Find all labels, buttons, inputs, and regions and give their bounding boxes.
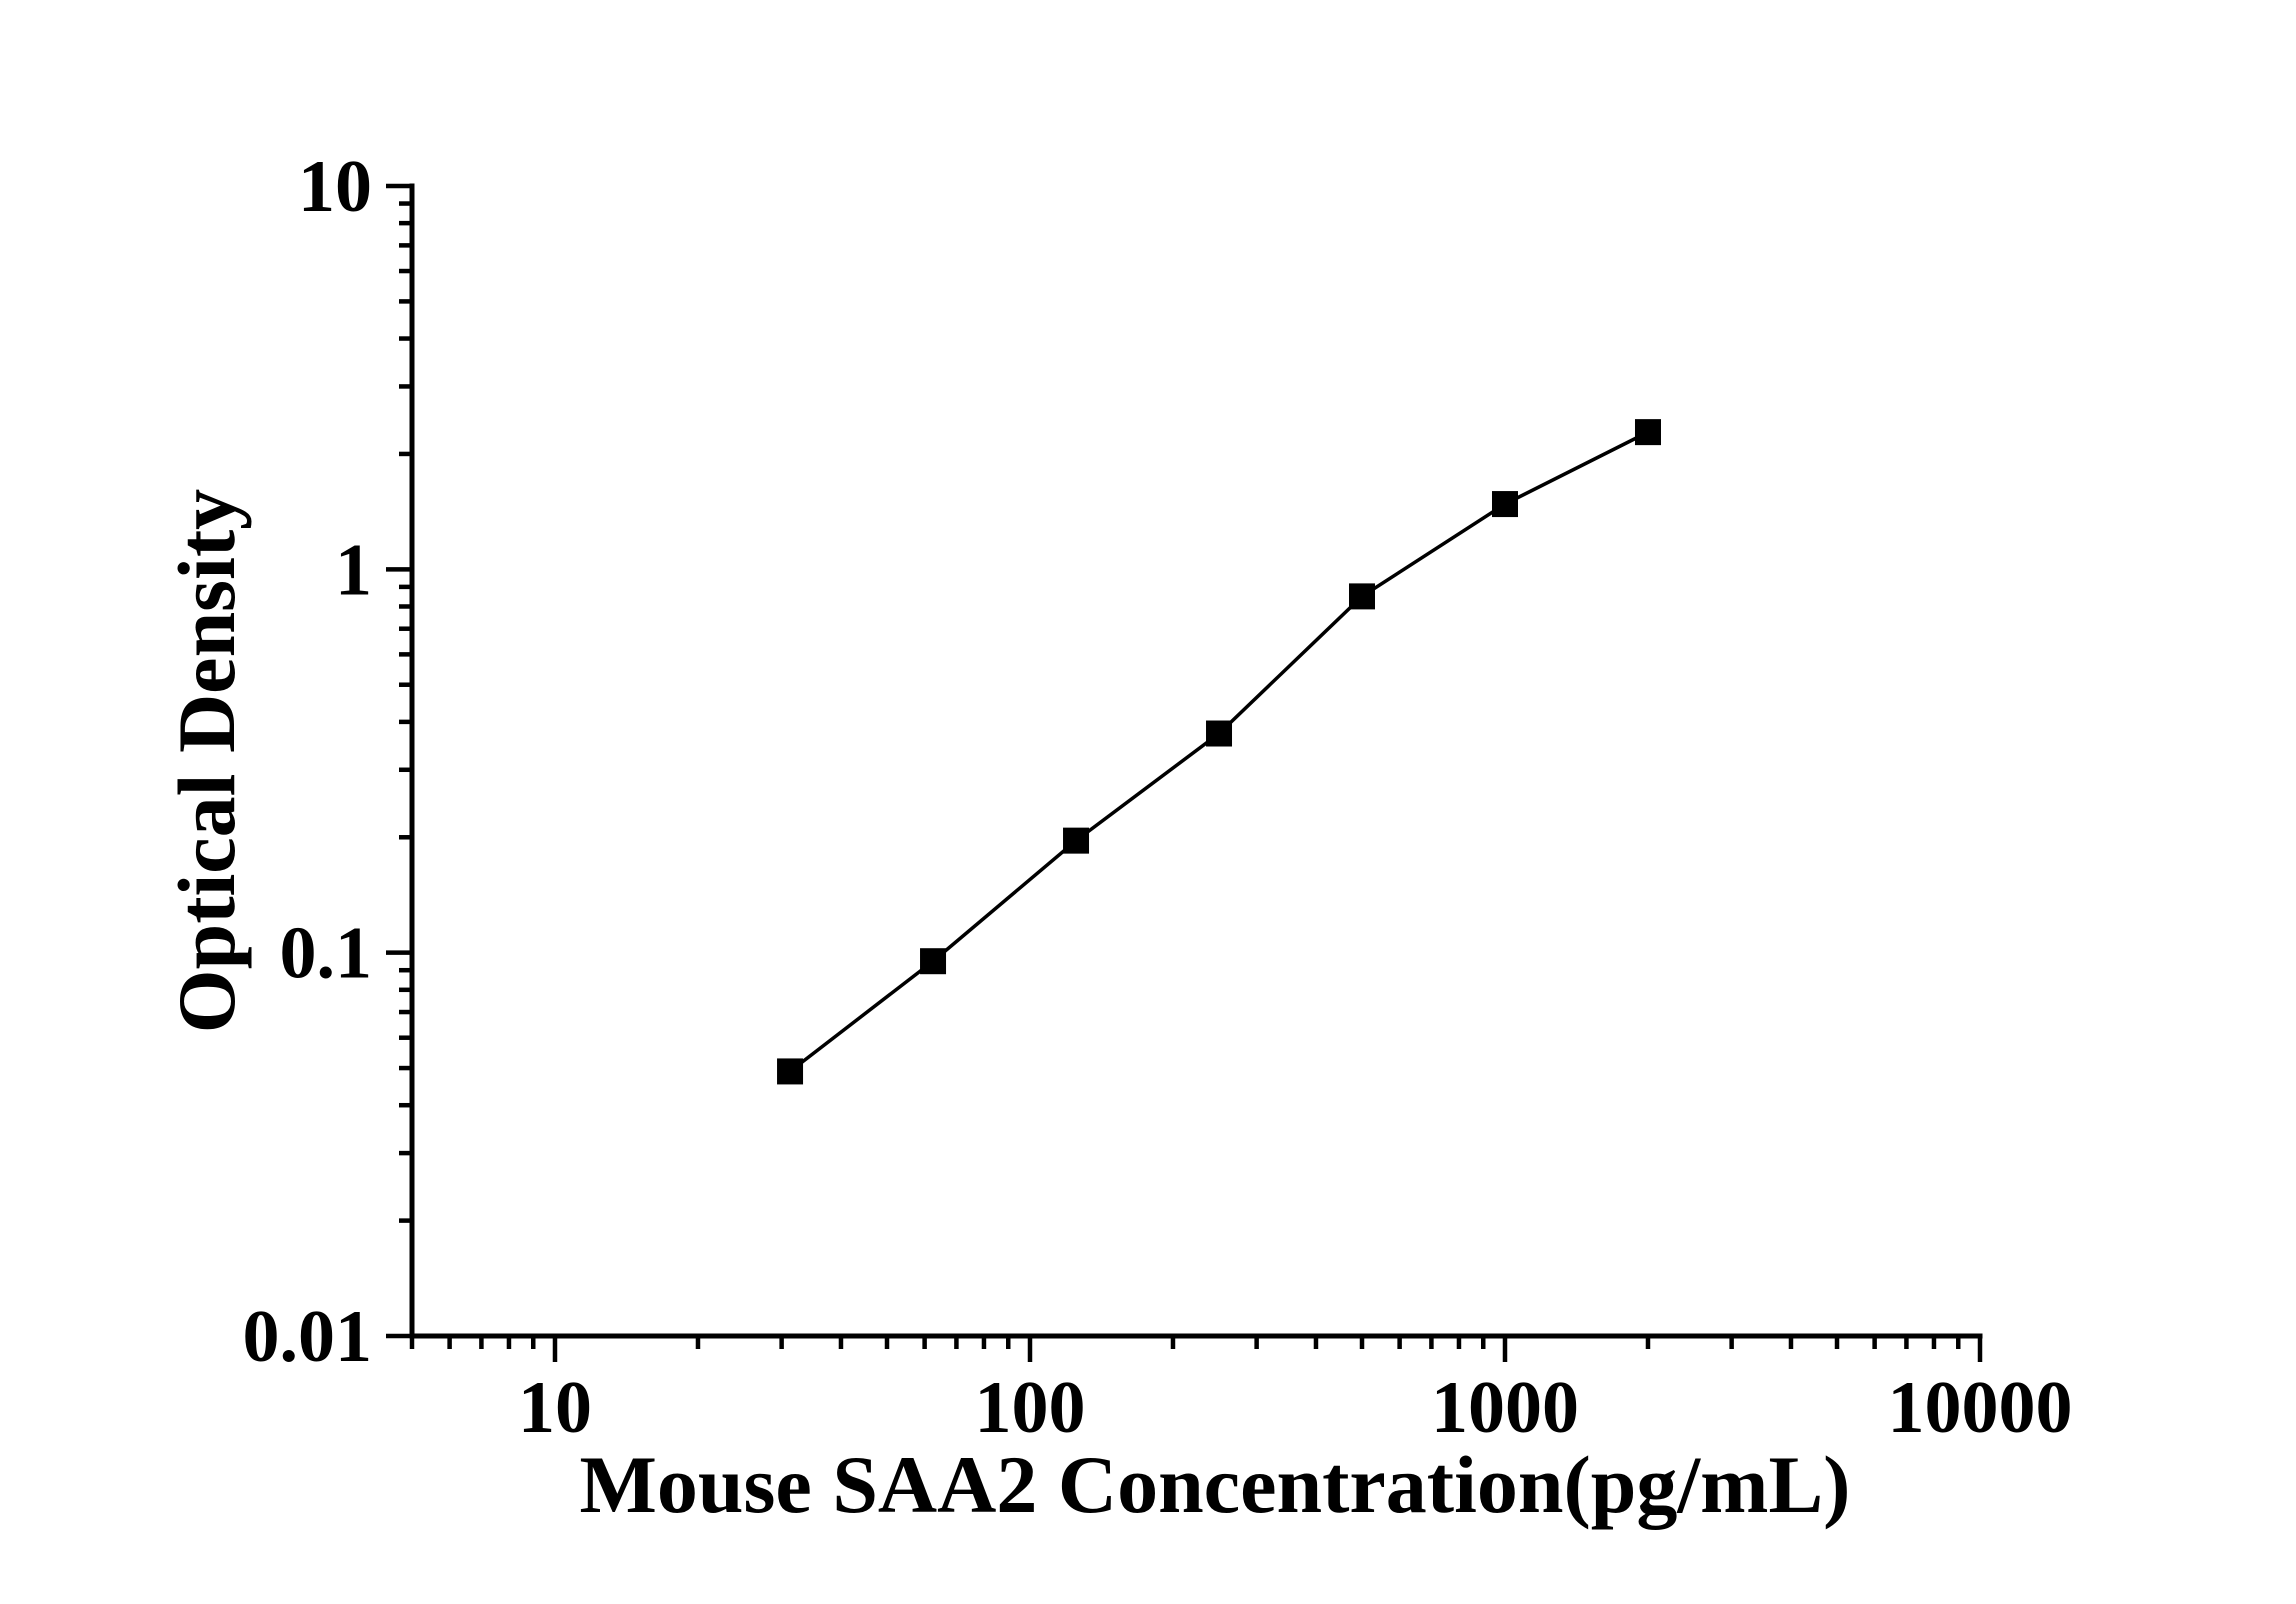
- x-axis-minor-ticks: [409, 1336, 1961, 1349]
- x-tick-label: 10: [518, 1367, 592, 1449]
- data-point-marker: [777, 1058, 804, 1085]
- y-axis-title: Optical Density: [161, 489, 252, 1033]
- x-axis-tick-labels: 10 100 1000 10000: [518, 1367, 2073, 1449]
- standard-curve-line: [788, 430, 1649, 1073]
- x-tick-label: 1000: [1431, 1367, 1579, 1449]
- x-axis-major-ticks: [552, 1336, 1983, 1362]
- y-tick-label: 0.01: [243, 1296, 373, 1378]
- data-point-marker: [1634, 419, 1661, 446]
- y-tick-label: 0.1: [280, 913, 373, 995]
- x-axis-title: Mouse SAA2 Concentration(pg/mL): [580, 1439, 1851, 1530]
- y-tick-label: 1: [335, 529, 372, 611]
- x-tick-label: 10000: [1888, 1367, 2073, 1449]
- data-point-marker: [920, 948, 947, 975]
- data-point-marker: [1349, 583, 1376, 610]
- x-tick-label: 100: [974, 1367, 1085, 1449]
- y-axis-major-ticks: [386, 183, 412, 1339]
- y-axis-tick-labels: 10 1 0.1 0.01: [243, 146, 373, 1378]
- axis-spines: [409, 183, 1983, 1339]
- data-point-markers: [777, 419, 1661, 1085]
- data-point-marker: [1063, 827, 1090, 854]
- data-point-marker: [1206, 720, 1233, 747]
- y-tick-label: 10: [298, 146, 372, 228]
- data-point-marker: [1491, 491, 1518, 518]
